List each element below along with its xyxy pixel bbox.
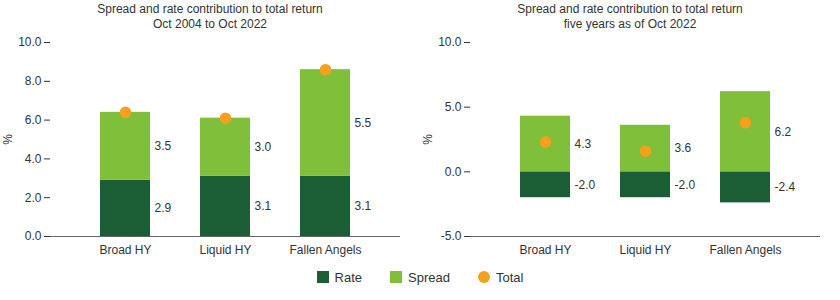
svg-text:-5.0: -5.0 xyxy=(441,229,462,243)
svg-text:%: % xyxy=(421,134,435,145)
svg-text:Liquid HY: Liquid HY xyxy=(619,243,671,257)
svg-text:3.0: 3.0 xyxy=(255,140,272,154)
svg-text:3.1: 3.1 xyxy=(255,199,272,213)
svg-text:5.5: 5.5 xyxy=(355,116,372,130)
svg-text:3.6: 3.6 xyxy=(675,141,692,155)
svg-text:5.0: 5.0 xyxy=(445,100,462,114)
svg-text:0.0: 0.0 xyxy=(445,165,462,179)
svg-text:8.0: 8.0 xyxy=(25,74,42,88)
html-text:Spread and rate contribution t: Spread and rate contribution to total re… xyxy=(517,2,743,16)
svg-text:3.5: 3.5 xyxy=(155,139,172,153)
svg-text:-2.0: -2.0 xyxy=(575,178,596,192)
svg-text:10.0: 10.0 xyxy=(18,35,42,49)
svg-text:6.2: 6.2 xyxy=(775,125,792,139)
html-text:Total: Total xyxy=(496,269,524,285)
svg-text:2.9: 2.9 xyxy=(155,201,172,215)
svg-text:-2.0: -2.0 xyxy=(675,178,696,192)
svg-text:Liquid HY: Liquid HY xyxy=(199,243,251,257)
html-text:five years as of Oct 2022: five years as of Oct 2022 xyxy=(563,17,697,31)
svg-text:0.0: 0.0 xyxy=(25,229,42,243)
html-text:Spread and rate contribution t: Spread and rate contribution to total re… xyxy=(97,2,323,16)
svg-text:10.0: 10.0 xyxy=(438,35,462,49)
svg-text:Fallen Angels: Fallen Angels xyxy=(709,243,781,257)
svg-text:6.0: 6.0 xyxy=(25,113,42,127)
svg-text:Broad HY: Broad HY xyxy=(519,243,571,257)
svg-text:2.0: 2.0 xyxy=(25,191,42,205)
svg-text:Broad HY: Broad HY xyxy=(99,243,151,257)
svg-text:%: % xyxy=(1,134,15,145)
svg-text:-2.4: -2.4 xyxy=(775,180,796,194)
svg-text:Fallen Angels: Fallen Angels xyxy=(289,243,361,257)
svg-text:4.0: 4.0 xyxy=(25,152,42,166)
html-text:Spread: Spread xyxy=(408,269,450,285)
svg-text:3.1: 3.1 xyxy=(355,199,372,213)
html-text:Rate: Rate xyxy=(334,269,362,285)
svg-text:4.3: 4.3 xyxy=(575,137,592,151)
html-text:Oct 2004 to Oct 2022: Oct 2004 to Oct 2022 xyxy=(153,17,267,31)
